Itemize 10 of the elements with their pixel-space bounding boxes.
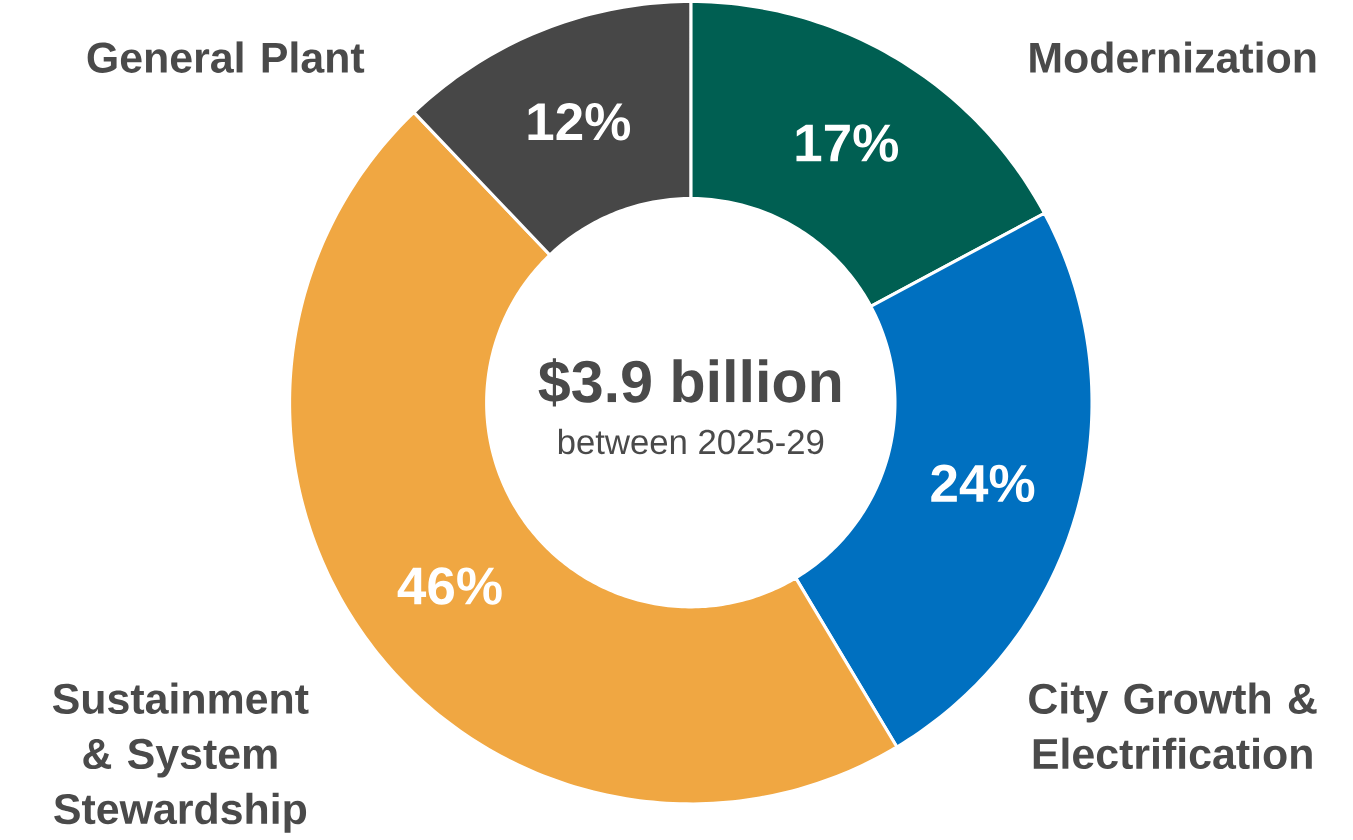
data-label: 46% (397, 567, 502, 606)
text: $3.9 billion (538, 358, 841, 407)
slice-label: General Plant (87, 41, 365, 74)
slice-label: Sustainment & System Stewardship (52, 682, 309, 833)
slice-label: Modernization (1030, 41, 1316, 74)
data-label: 24% (931, 464, 1035, 503)
data-label: 17% (796, 124, 899, 162)
text: between 2025-29 (558, 429, 824, 455)
slice-label: City Growth & Electrification (1029, 682, 1317, 770)
data-label: 12% (528, 103, 631, 141)
